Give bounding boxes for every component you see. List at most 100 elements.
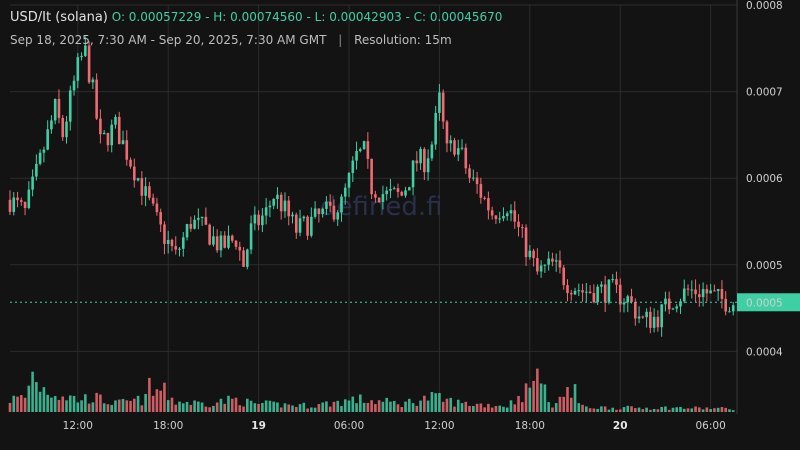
candle-body [630,296,633,302]
candle [181,232,185,257]
candle-body [332,205,336,220]
candle-body [720,289,724,299]
candle [407,186,411,191]
candle [166,230,170,254]
candle [129,157,132,169]
y-tick-label: 0.0008 [746,0,783,12]
volume-bar [359,394,362,412]
volume-bar [686,408,690,412]
candle [713,284,716,292]
volume-bar [121,398,125,412]
candle-body [483,197,486,199]
candle [317,208,321,223]
candle-body [682,288,686,302]
candle [637,306,641,324]
volume-bar [163,382,166,412]
volume-bar [170,397,174,412]
volume-bar [102,403,106,412]
candle-body [724,298,727,312]
candle-body [434,112,437,145]
candle-body [151,197,155,204]
candle-body [80,55,83,58]
candle [419,146,422,170]
candle [114,114,117,129]
candle-body [426,158,430,173]
candle-body [430,144,434,159]
candle-body [551,258,554,262]
candle-body [189,224,193,229]
volume-bar [223,403,227,412]
candle-body [238,246,242,251]
volume-bar [438,392,441,412]
volume-bar [671,407,675,412]
candle-body [641,316,645,318]
candle-body [230,235,234,241]
x-tick-label: 06:00 [334,420,364,432]
candle-body [283,200,287,212]
volume-bar [509,400,513,412]
volume-bar [547,402,550,412]
candle-body [558,260,562,268]
candle [728,307,731,313]
candle-body [671,308,675,310]
candle [249,215,253,255]
candle-body [212,236,215,245]
candle [351,156,355,182]
volume-bar [551,407,554,412]
candle-body [392,188,396,190]
volume-bar [502,406,505,412]
y-tick-label: 0.0007 [746,87,783,99]
candle-body [698,294,701,298]
x-tick-label: 06:00 [695,420,725,432]
candle [200,216,204,226]
candle-body [547,258,550,265]
candle-body [645,311,648,318]
candle [626,294,630,313]
candle [310,207,313,238]
candle-body [381,194,385,202]
volume-bar [261,403,264,412]
candle-body [223,235,227,248]
volume-bar [513,404,517,412]
candle [558,250,562,274]
candle-body [362,141,366,150]
volume-bar [366,402,370,412]
candle [536,248,539,275]
candle-body [453,140,456,155]
candle [611,274,614,283]
candle-body [166,239,170,244]
volume-bar [705,407,709,412]
volume-bar [562,396,566,412]
candle-body [554,260,558,262]
candle-body [577,290,581,292]
volume-bar [566,386,569,412]
candle-body [487,198,490,211]
volume-bar [426,400,430,412]
volume-bar [569,397,573,412]
x-tick-label: 18:00 [153,420,183,432]
volume-bar [600,406,603,412]
volume-bar [475,403,479,412]
candle-body [57,98,61,118]
candle [453,137,456,157]
volume-bar [445,398,449,412]
candle-body [227,235,230,248]
candle-body [445,121,449,144]
volume-bar [276,402,279,412]
volume-bar [618,409,622,412]
candle-body [573,290,577,295]
y-tick-label: 0.0004 [746,346,783,358]
volume-bar [219,398,223,412]
candle-body [536,258,539,272]
candle-body [404,190,407,196]
volume-bar [468,405,471,412]
volume-bar [68,395,72,412]
candle-body [261,215,264,226]
candle-body [709,290,712,294]
candle [438,84,441,121]
volume-bar [117,399,121,412]
candle [57,89,61,124]
volume-bar [272,401,275,412]
candle-body [343,187,347,197]
